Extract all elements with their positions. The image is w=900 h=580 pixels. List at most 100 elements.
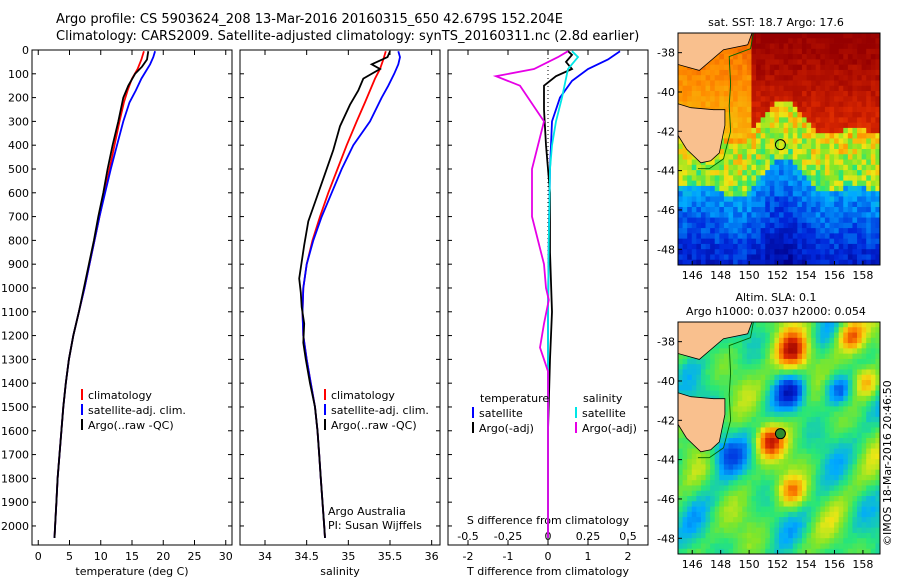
map-cell [788,101,794,108]
map-cell [866,496,872,502]
map-cell [723,527,729,534]
map-cell [838,96,844,102]
map-cell [811,127,817,134]
map-cell [723,96,729,102]
map-cell [714,353,720,360]
map-cell [797,459,803,465]
map-cell [829,490,835,497]
map-cell [765,469,771,476]
map-cell [824,249,830,255]
map-cell [769,501,775,507]
map-cell [769,185,775,192]
map-cell [737,149,743,155]
map-cell [737,353,743,360]
map-cell [797,543,803,550]
map-cell [737,164,743,171]
map-cell [765,217,771,224]
map-cell [765,496,771,502]
map-cell [820,238,826,245]
map-cell [737,506,743,513]
map-cell [678,259,683,266]
map-cell [682,474,688,481]
map-cell [806,222,812,229]
map-cell [756,522,762,529]
map-y-tick-label: -42 [657,414,675,427]
map-cell [788,207,794,213]
map-cell [751,233,757,240]
map-cell [714,159,720,166]
map-cell [774,54,780,60]
map-cell [829,380,835,386]
y-tick-label: 700 [8,211,29,224]
map-x-tick-label: 146 [682,558,703,571]
map-cell [760,411,766,418]
map-cell [847,217,853,224]
map-cell [801,322,807,328]
map-cell [779,85,784,92]
map-y-tick-label: -44 [657,454,675,467]
map-cell [866,222,872,229]
map-cell [779,238,784,245]
map-cell [838,406,844,413]
map-cell [779,406,784,413]
map-cell [811,496,817,502]
map-cell [815,91,821,97]
map-cell [719,485,725,492]
map-cell [756,332,762,339]
map-cell [815,427,821,434]
map-cell [760,59,766,66]
map-cell [714,380,720,386]
map-cell [733,406,739,413]
map-cell [806,43,812,50]
map-cell [870,159,876,166]
map-cell [806,143,812,150]
map-cell [843,527,849,534]
map-cell [751,48,757,55]
map-cell [870,432,876,439]
map-cell [742,501,748,507]
map-cell [746,364,752,370]
map-cell [843,327,849,333]
map-cell [788,485,794,492]
map-cell [801,511,807,518]
map-cell [760,154,766,160]
map-cell [774,543,780,550]
map-cell [737,180,743,187]
map-cell [866,212,872,218]
map-cell [820,532,826,539]
map-cell [682,538,688,544]
map-cell [774,480,780,486]
map-cell [806,249,812,255]
map-cell [843,106,849,113]
map-cell [779,164,784,171]
map-cell [746,170,752,176]
map-cell [774,337,780,344]
map-cell [820,443,826,449]
map-cell [769,127,775,134]
map-cell [783,390,789,397]
map-cell [710,485,716,492]
map-cell [769,122,775,129]
map-cell [746,438,752,444]
map-cell [742,196,748,203]
map-cell [866,416,872,423]
map-cell [815,490,821,497]
map-cell [852,75,858,81]
map-cell [824,438,830,444]
map-cell [820,548,826,555]
map-cell [797,138,803,145]
map-cell [728,243,734,250]
map-cell [797,170,803,176]
map-cell [723,249,729,255]
map-cell [705,259,711,266]
map-cell [769,438,775,444]
map-cell [700,364,706,370]
map-cell [834,43,840,50]
map-cell [705,474,711,481]
map-cell [700,453,706,460]
map-cell [838,185,844,192]
map-cell [737,222,743,229]
map-cell [875,443,881,449]
map-cell [870,185,876,192]
map-cell [847,75,853,81]
